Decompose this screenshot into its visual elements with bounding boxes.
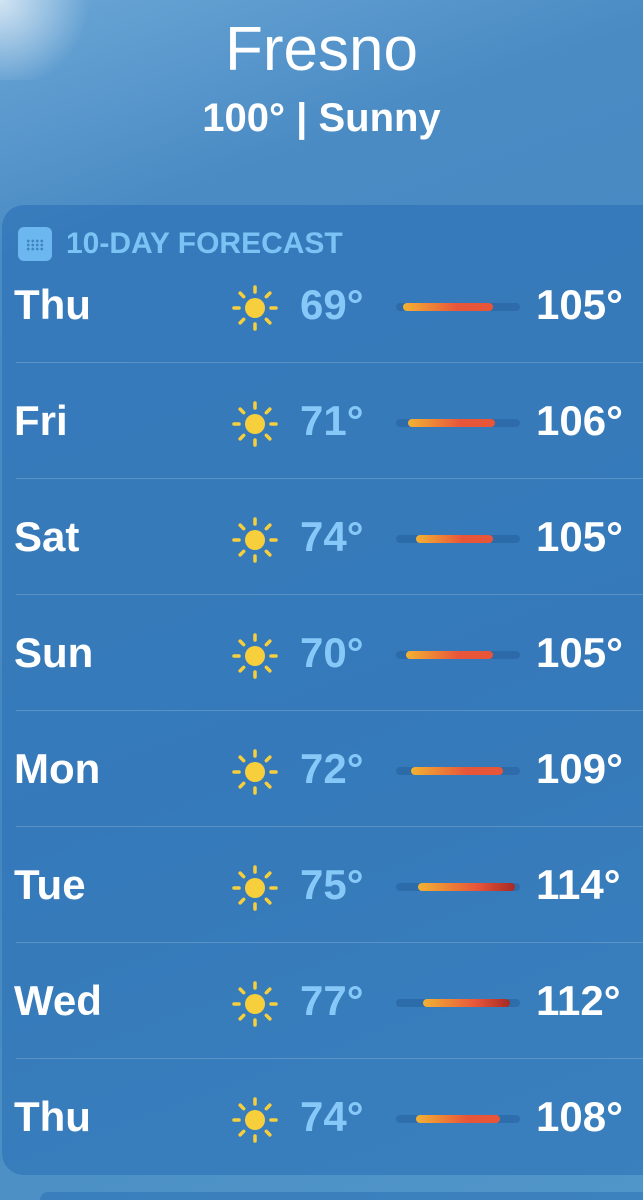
high-temp: 105° [536,629,623,676]
forecast-row[interactable]: Fri 71° 106° [2,363,643,479]
sun-icon [230,399,280,449]
low-temp: 74° [300,513,364,560]
temp-range-fill [403,303,493,311]
low-temp: 75° [300,861,364,908]
sun-icon [230,863,280,913]
day-label: Thu [14,281,91,328]
sun-icon [230,1095,280,1145]
calendar-icon [18,227,52,261]
forecast-row[interactable]: Sat 74° 105° [2,479,643,595]
sun-icon [230,631,280,681]
forecast-row[interactable]: Sun 70° 105° [2,595,643,711]
temp-range-bar [396,535,520,543]
row-divider [16,942,643,943]
forecast-row[interactable]: Mon 72° 109° [2,711,643,827]
low-temp: 77° [300,977,364,1024]
sun-icon [230,515,280,565]
temp-range-bar [396,419,520,427]
high-temp: 108° [536,1093,623,1140]
current-conditions: 100° | Sunny [202,96,441,140]
day-label: Sat [14,513,80,560]
forecast-header: 10-DAY FORECAST [18,227,343,261]
city-name: Fresno [225,15,418,84]
forecast-row[interactable]: Thu 69° 105° [2,247,643,363]
temp-range-fill [418,883,516,891]
temp-range-fill [415,1115,501,1123]
sun-icon [230,979,280,1029]
temp-range-bar [396,767,520,775]
day-label: Fri [14,397,68,444]
high-temp: 106° [536,397,623,444]
day-label: Wed [14,977,102,1024]
temp-range-bar [396,1115,520,1123]
temp-range-bar [396,999,520,1007]
row-divider [16,478,643,479]
row-divider [16,1058,643,1059]
ten-day-forecast-card: 10-DAY FORECAST Thu 69° 105° Fri 71° 106… [2,205,643,1175]
high-temp: 105° [536,281,623,328]
temp-range-fill [423,999,511,1007]
sun-icon [230,283,280,333]
temp-range-bar [396,651,520,659]
high-temp: 112° [536,977,621,1024]
forecast-title: 10-DAY FORECAST [66,227,343,260]
temp-range-fill [408,419,496,427]
forecast-row[interactable]: Tue 75° 114° [2,827,643,943]
low-temp: 69° [300,281,364,328]
forecast-row[interactable]: Wed 77° 112° [2,943,643,1059]
row-divider [16,362,643,363]
sun-icon [230,747,280,797]
low-temp: 70° [300,629,364,676]
day-label: Thu [14,1093,91,1140]
temp-range-bar [396,303,520,311]
low-temp: 72° [300,745,364,792]
row-divider [16,710,643,711]
temp-range-fill [415,535,493,543]
row-divider [16,594,643,595]
row-divider [16,826,643,827]
day-label: Sun [14,629,94,676]
forecast-row[interactable]: Thu 74° 108° [2,1059,643,1175]
day-label: Tue [14,861,86,908]
high-temp: 105° [536,513,623,560]
temp-range-fill [410,767,503,775]
next-card [40,1192,643,1200]
low-temp: 71° [300,397,364,444]
high-temp: 114° [536,861,621,908]
day-label: Mon [14,745,101,792]
temp-range-bar [396,883,520,891]
high-temp: 109° [536,745,623,792]
temp-range-fill [405,651,493,659]
low-temp: 74° [300,1093,364,1140]
